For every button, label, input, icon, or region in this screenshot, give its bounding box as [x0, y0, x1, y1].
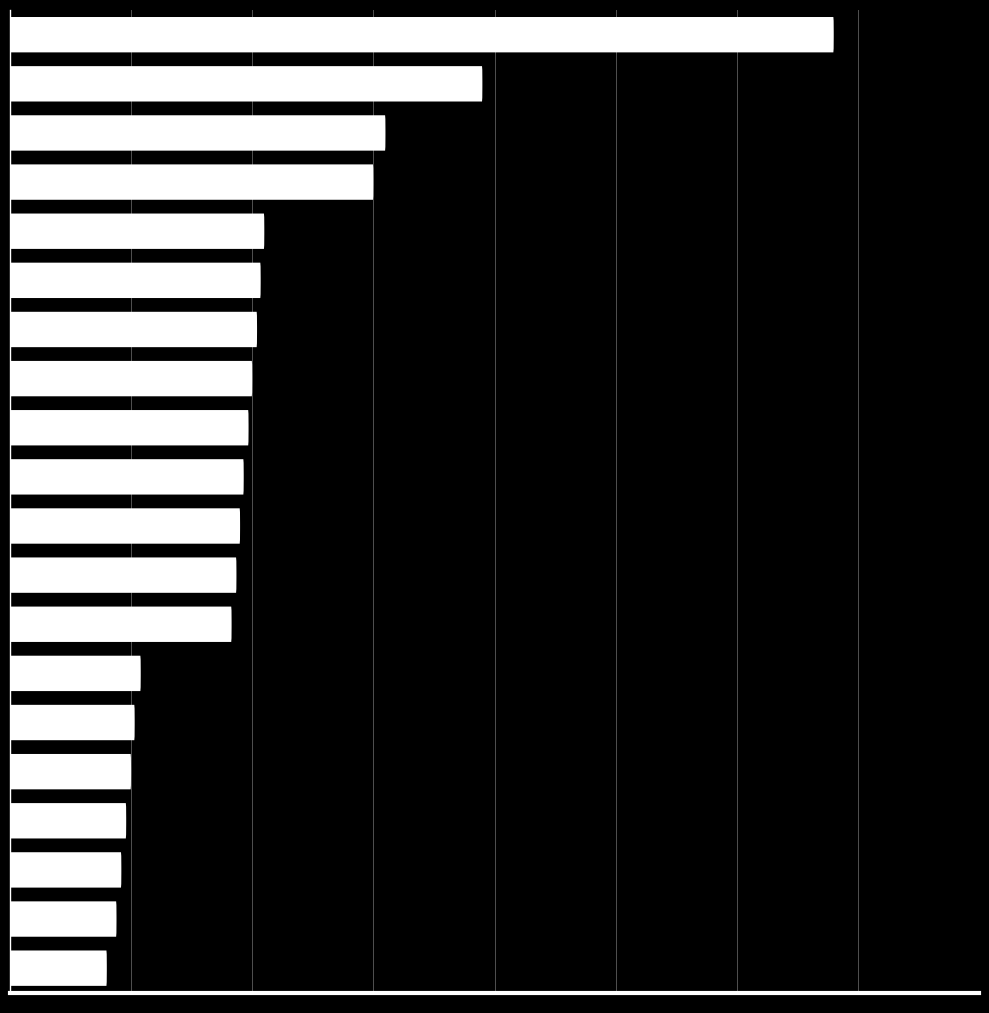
FancyBboxPatch shape: [10, 312, 257, 347]
FancyBboxPatch shape: [10, 803, 127, 839]
FancyBboxPatch shape: [10, 214, 264, 249]
FancyBboxPatch shape: [10, 361, 252, 396]
FancyBboxPatch shape: [10, 754, 132, 789]
FancyBboxPatch shape: [10, 607, 231, 642]
FancyBboxPatch shape: [10, 115, 386, 151]
FancyBboxPatch shape: [10, 655, 140, 691]
FancyBboxPatch shape: [10, 66, 483, 101]
FancyBboxPatch shape: [10, 410, 248, 446]
FancyBboxPatch shape: [10, 852, 122, 887]
FancyBboxPatch shape: [10, 705, 135, 741]
FancyBboxPatch shape: [10, 459, 243, 494]
FancyBboxPatch shape: [10, 17, 834, 53]
FancyBboxPatch shape: [10, 557, 236, 593]
FancyBboxPatch shape: [10, 509, 240, 544]
FancyBboxPatch shape: [10, 950, 107, 986]
FancyBboxPatch shape: [10, 262, 261, 298]
FancyBboxPatch shape: [10, 902, 117, 937]
FancyBboxPatch shape: [10, 164, 374, 200]
